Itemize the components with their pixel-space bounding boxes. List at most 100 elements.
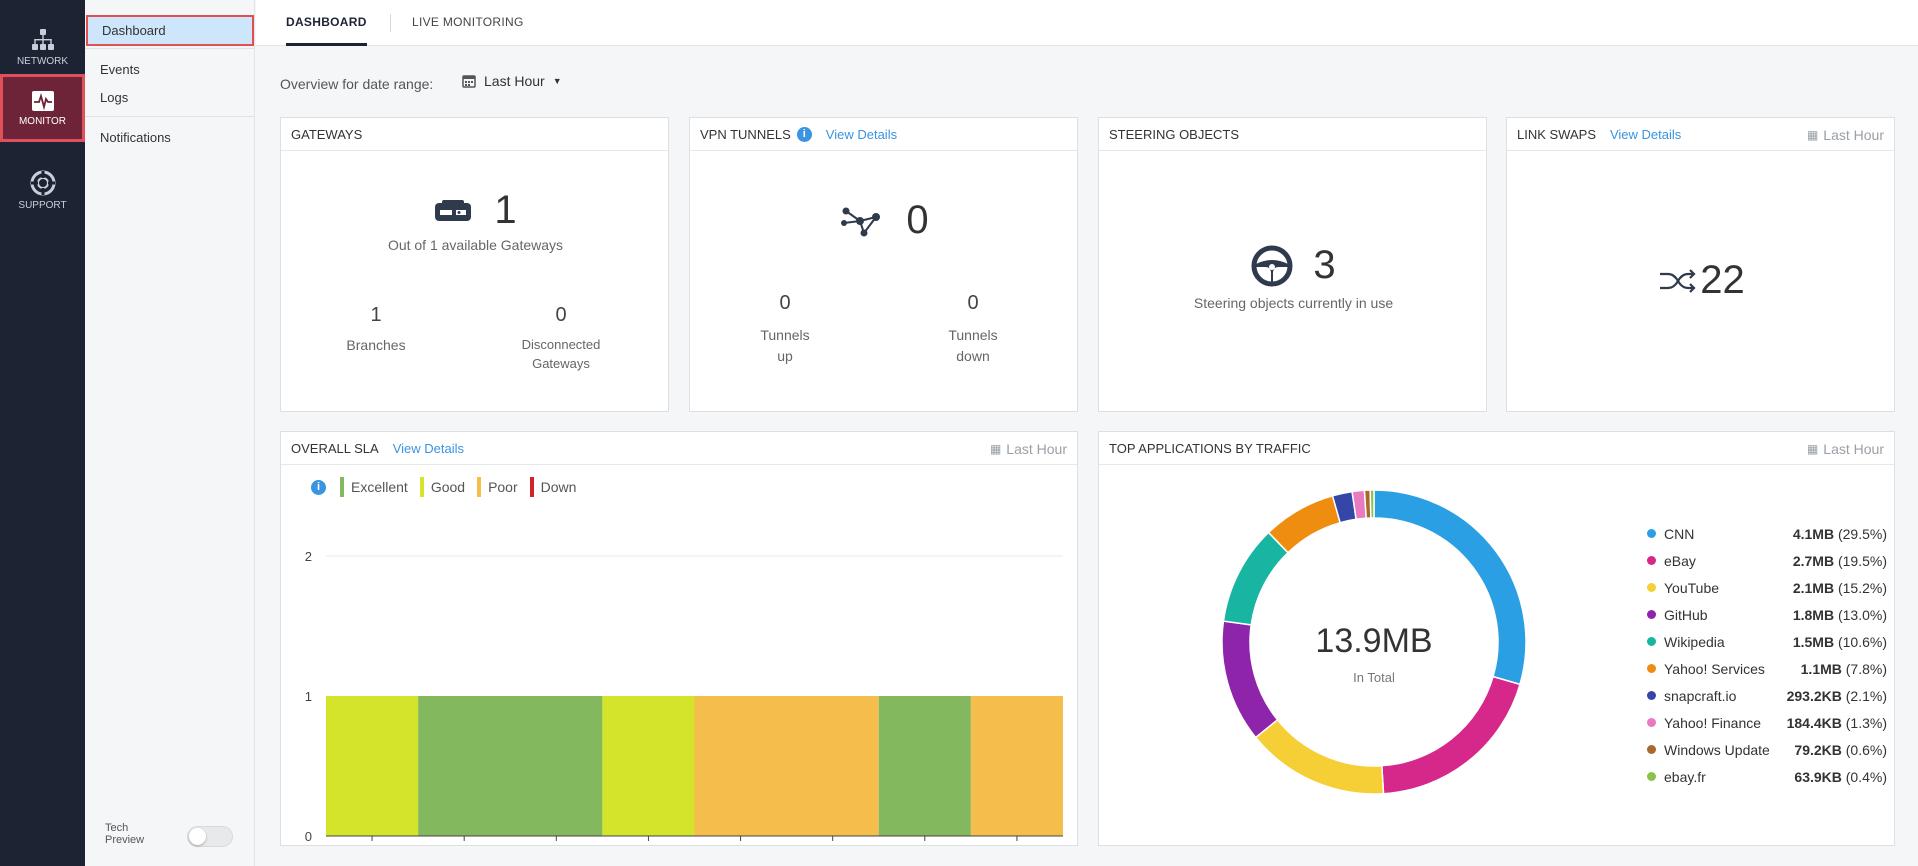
vpn-count: 0 <box>906 198 929 242</box>
app-legend-row[interactable]: GitHub 1.8MB (13.0%) <box>1647 601 1887 628</box>
legend-label: Down <box>540 479 577 495</box>
sla-header: OVERALL SLA View Details ▦ Last Hour <box>281 432 1077 465</box>
rail-monitor-label: MONITOR <box>18 115 67 127</box>
info-icon[interactable]: i <box>796 126 812 142</box>
rail-monitor[interactable]: MONITOR <box>0 74 85 142</box>
subnav-notifications[interactable]: Notifications <box>100 130 171 145</box>
app-legend-row[interactable]: YouTube 2.1MB (15.2%) <box>1647 574 1887 601</box>
calendar-icon: ▦ <box>1806 441 1819 456</box>
app-name: Windows Update <box>1664 741 1770 758</box>
sla-bar-segment[interactable] <box>326 696 419 836</box>
toggle-knob <box>189 828 206 845</box>
legend-swatch <box>340 477 344 497</box>
rail-network[interactable]: NETWORK <box>0 12 85 82</box>
tech-preview-toggle[interactable] <box>187 826 233 847</box>
app-pct: (0.6%) <box>1841 741 1887 758</box>
sla-bar-segment[interactable] <box>878 696 971 836</box>
steering-header: STEERING OBJECTS <box>1099 118 1486 151</box>
sla-bar-segment[interactable] <box>602 696 695 836</box>
linkswaps-range-label: Last Hour <box>1823 126 1884 143</box>
linkswaps-count: 22 <box>1700 258 1745 302</box>
disconnected-label-line2: Gateways <box>532 356 590 371</box>
donut-slice[interactable] <box>1369 489 1375 519</box>
sla-chart: 01211:5011:5512:0012:0512:1012:1512:2012… <box>305 549 1063 844</box>
subnav-logs[interactable]: Logs <box>100 90 129 105</box>
steering-title: STEERING OBJECTS <box>1109 126 1240 142</box>
disconnected-value: 0 <box>555 304 567 326</box>
link-swaps-panel: LINK SWAPS View Details ▦ Last Hour 22 <box>1506 117 1895 412</box>
vpn-view-details-link[interactable]: View Details <box>825 126 898 142</box>
donut-slice[interactable] <box>1267 494 1342 554</box>
legend-label: Poor <box>488 479 518 495</box>
vpn-header: VPN TUNNELS i View Details <box>690 118 1077 151</box>
tunnels-down-label-line1: Tunnels <box>948 327 998 343</box>
linkswaps-view-details-link[interactable]: View Details <box>1609 126 1682 142</box>
app-legend-row[interactable]: CNN 4.1MB (29.5%) <box>1647 520 1887 547</box>
date-range-label: Overview for date range: <box>280 76 434 92</box>
tunnels-down-value: 0 <box>967 292 979 314</box>
legend-poor: Poor <box>477 477 518 497</box>
linkswaps-title: LINK SWAPS <box>1517 126 1596 142</box>
app-legend-row[interactable]: Yahoo! Finance 184.4KB (1.3%) <box>1647 709 1887 736</box>
app-legend-row[interactable]: Windows Update 79.2KB (0.6%) <box>1647 736 1887 763</box>
app-legend-row[interactable]: Wikipedia 1.5MB (10.6%) <box>1647 628 1887 655</box>
subnav-dashboard[interactable]: Dashboard <box>86 15 254 46</box>
app-name: YouTube <box>1664 579 1720 596</box>
apps-title: TOP APPLICATIONS BY TRAFFIC <box>1109 440 1311 456</box>
shuffle-icon <box>1660 268 1696 293</box>
donut-slice[interactable] <box>1222 531 1290 626</box>
legend-dot <box>1647 745 1656 754</box>
subnav-events[interactable]: Events <box>100 62 140 77</box>
sla-bar-segment[interactable] <box>418 696 603 836</box>
caret-down-icon: ▼ <box>552 76 562 86</box>
app-size: 1.5MB <box>1792 633 1835 650</box>
donut-slice[interactable] <box>1221 620 1279 739</box>
linkswaps-range: ▦ Last Hour <box>1807 118 1884 151</box>
calendar-icon: ▦ <box>1806 127 1819 142</box>
legend-dot <box>1647 610 1656 619</box>
app-size: 2.7MB <box>1792 552 1835 569</box>
vpn-title: VPN TUNNELS <box>700 126 791 142</box>
sla-bar-segment[interactable] <box>970 696 1063 836</box>
donut-slice[interactable] <box>1380 675 1521 795</box>
gateways-count: 1 <box>494 188 517 232</box>
sla-view-details-link[interactable]: View Details <box>392 440 464 456</box>
tab-divider <box>390 14 391 32</box>
legend-down: Down <box>529 477 577 497</box>
tech-preview-label: Tech Preview <box>105 822 145 846</box>
tab-dashboard[interactable]: DASHBOARD <box>286 0 367 46</box>
app-pct: (19.5%) <box>1834 552 1887 569</box>
app-legend-row[interactable]: Yahoo! Services 1.1MB (7.8%) <box>1647 655 1887 682</box>
gateways-caption: Out of 1 available Gateways <box>387 237 564 253</box>
donut-total: 13.9MB <box>1315 622 1433 660</box>
legend-swatch <box>529 477 534 497</box>
tunnels-icon <box>841 207 881 236</box>
rail-support[interactable]: SUPPORT <box>0 155 85 225</box>
donut-slice[interactable] <box>1254 718 1385 795</box>
tab-live-monitoring[interactable]: LIVE MONITORING <box>412 15 524 29</box>
legend-dot <box>1647 772 1656 781</box>
top-tab-bar: DASHBOARD LIVE MONITORING <box>256 0 1918 46</box>
app-legend-row[interactable]: ebay.fr 63.9KB (0.4%) <box>1647 763 1887 790</box>
sla-bar-segment[interactable] <box>694 696 879 836</box>
info-icon[interactable]: i <box>311 479 326 495</box>
legend-dot <box>1647 718 1656 727</box>
apps-range: ▦ Last Hour <box>1807 432 1884 465</box>
legend-label: Good <box>430 479 466 495</box>
tunnels-up-label: Tunnels up <box>740 325 830 367</box>
donut-total-label: In Total <box>1353 670 1395 685</box>
rail-support-label: SUPPORT <box>18 199 67 211</box>
date-range-select[interactable]: Last Hour ▼ <box>462 73 562 89</box>
apps-range-label: Last Hour <box>1823 440 1884 457</box>
app-value: 4.1MB (29.5%) <box>1793 526 1887 542</box>
vpn-tunnels-panel: VPN TUNNELS i View Details 0 0 Tunnels u… <box>689 117 1078 412</box>
app-legend-row[interactable]: eBay 2.7MB (19.5%) <box>1647 547 1887 574</box>
subnav-divider <box>85 48 254 49</box>
steering-objects-panel: STEERING OBJECTS 3 Steering objects curr… <box>1098 117 1487 412</box>
legend-label: Excellent <box>351 479 408 495</box>
sub-navigation: Dashboard Events Logs Notifications Tech… <box>85 0 255 866</box>
icon-rail: NETWORK MONITOR SUPPORT <box>0 0 85 866</box>
app-name: ebay.fr <box>1664 768 1706 785</box>
app-legend-row[interactable]: snapcraft.io 293.2KB (2.1%) <box>1647 682 1887 709</box>
legend-good: Good <box>419 477 466 497</box>
